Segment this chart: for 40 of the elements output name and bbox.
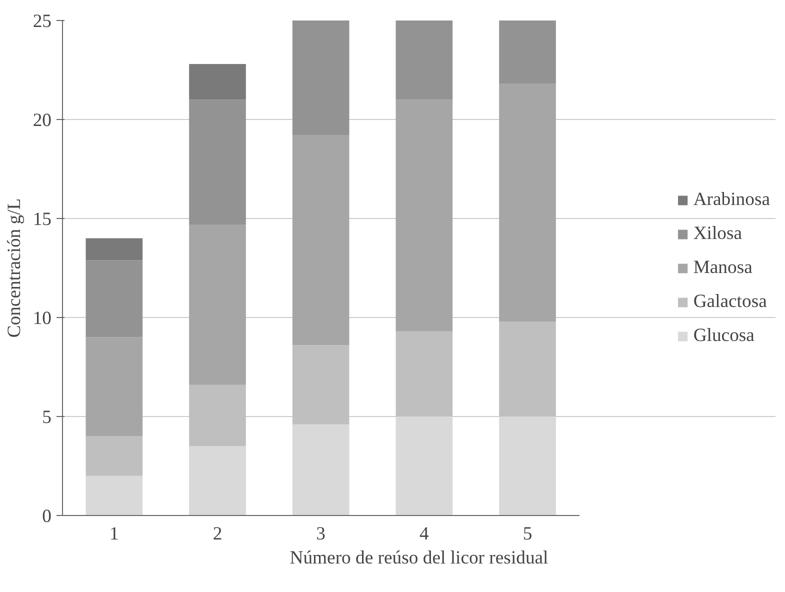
bar — [292, 424, 350, 516]
bar — [499, 321, 556, 416]
legend-label: Manosa — [693, 256, 752, 278]
x-tick-label: 2 — [212, 524, 222, 544]
y-tick-label: 20 — [32, 110, 52, 131]
y-tick-label: 15 — [32, 209, 52, 230]
bar — [292, 135, 350, 346]
x-axis-title: Número de reúso del licor residual — [290, 548, 548, 568]
y-axis-title: Concentración g/L — [4, 198, 25, 338]
bar — [86, 476, 143, 516]
bar — [396, 331, 453, 416]
bar — [396, 20, 453, 100]
bar — [499, 20, 556, 84]
y-tick-label: 5 — [42, 407, 52, 428]
x-tick-label: 4 — [420, 524, 430, 544]
legend-label: Xilosa — [693, 222, 742, 244]
x-tick-label: 3 — [316, 524, 326, 544]
bar — [86, 260, 143, 338]
bar — [292, 345, 350, 424]
bar — [292, 20, 350, 136]
y-tick-label: 0 — [42, 506, 52, 527]
legend-label: Galactosa — [693, 290, 767, 312]
legend-label: Arabinosa — [693, 188, 770, 210]
legend-label: Glucosa — [693, 324, 754, 346]
bar — [189, 384, 246, 446]
bar — [86, 238, 143, 260]
bar — [499, 84, 556, 322]
bar — [499, 416, 556, 516]
bar — [86, 337, 143, 436]
x-tick-label: 1 — [110, 524, 119, 544]
bar — [396, 416, 453, 516]
bar — [189, 446, 246, 516]
bar — [189, 100, 246, 224]
x-tick-label: 5 — [522, 524, 532, 544]
bar — [189, 64, 246, 100]
y-tick-label: 10 — [32, 308, 52, 329]
bar — [396, 100, 453, 332]
bar — [86, 436, 143, 476]
y-tick-label: 25 — [32, 11, 52, 32]
bar — [189, 224, 246, 385]
